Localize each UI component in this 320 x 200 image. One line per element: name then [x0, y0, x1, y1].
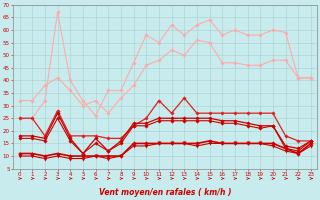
X-axis label: Vent moyen/en rafales ( km/h ): Vent moyen/en rafales ( km/h ) — [99, 188, 231, 197]
